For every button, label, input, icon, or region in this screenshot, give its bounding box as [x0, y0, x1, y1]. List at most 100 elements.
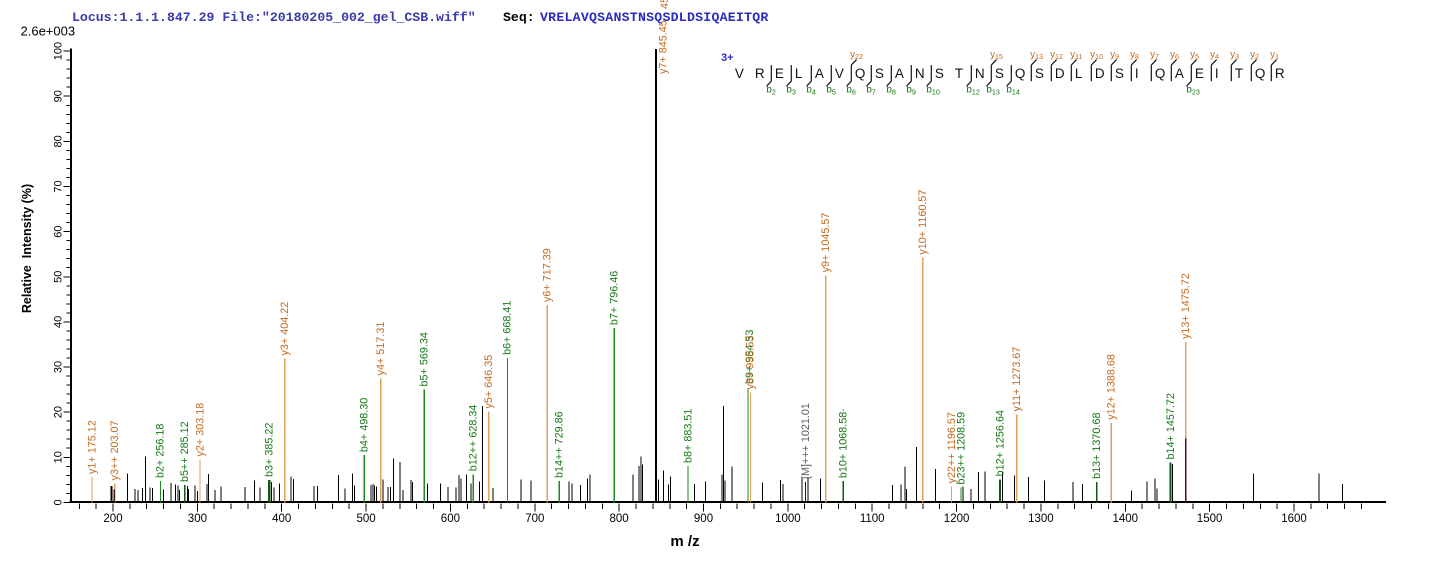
svg-text:y11: y11 [1070, 49, 1082, 61]
svg-text:1300: 1300 [1028, 513, 1054, 525]
svg-text:b23++ 1208.59: b23++ 1208.59 [955, 412, 967, 485]
svg-text:1100: 1100 [860, 513, 885, 525]
svg-text:y3+ 404.22: y3+ 404.22 [279, 302, 291, 356]
svg-text:y7+ 845.45: y7+ 845.45 [658, 20, 670, 74]
svg-text:A: A [1175, 66, 1184, 81]
svg-text:Seq:: Seq: [503, 10, 535, 25]
svg-text:R: R [1275, 66, 1285, 81]
svg-text:y4: y4 [1210, 49, 1219, 61]
svg-text:b5++ 285.12: b5++ 285.12 [179, 421, 191, 482]
svg-text:1200: 1200 [944, 513, 970, 525]
svg-text:y11+ 1273.67: y11+ 1273.67 [1011, 347, 1023, 412]
svg-text:y8+ 958.53: y8+ 958.53 [745, 336, 757, 390]
svg-text:b5: b5 [826, 85, 835, 97]
svg-text:90: 90 [53, 90, 65, 102]
svg-text:V: V [735, 66, 744, 81]
svg-text:b2+ 256.18: b2+ 256.18 [155, 424, 167, 478]
svg-text:S: S [875, 66, 884, 81]
svg-text:S: S [1035, 66, 1044, 81]
svg-text:Locus:1.1.1.847.29 File:"20180: Locus:1.1.1.847.29 File:"20180205_002_ge… [72, 10, 476, 25]
svg-text:b3: b3 [786, 85, 795, 97]
svg-text:S: S [995, 66, 1004, 81]
svg-text:1000: 1000 [775, 513, 801, 525]
svg-text:I: I [1135, 66, 1139, 81]
svg-text:T: T [955, 66, 963, 81]
svg-text:Q: Q [1255, 66, 1266, 81]
svg-text:Q: Q [1015, 66, 1026, 81]
svg-text:Q: Q [1155, 66, 1166, 81]
svg-text:A: A [815, 66, 824, 81]
svg-text:b12+ 1256.64: b12+ 1256.64 [995, 410, 1007, 476]
svg-text:1600: 1600 [1281, 513, 1307, 525]
svg-text:600: 600 [441, 513, 460, 525]
svg-text:200: 200 [103, 513, 122, 525]
svg-text:b3+ 385.22: b3+ 385.22 [264, 423, 276, 477]
svg-text:[M]+++ 1021.01: [M]+++ 1021.01 [800, 403, 812, 479]
svg-text:400: 400 [272, 513, 291, 525]
svg-text:y8: y8 [1130, 49, 1139, 61]
svg-text:2.6e+003: 2.6e+003 [21, 24, 76, 39]
svg-text:700: 700 [525, 513, 544, 525]
svg-text:y12+ 1388.68: y12+ 1388.68 [1105, 354, 1117, 420]
svg-text:b6+ 668.41: b6+ 668.41 [502, 301, 514, 355]
svg-text:y2: y2 [1250, 49, 1259, 61]
svg-text:R: R [755, 66, 765, 81]
svg-text:b9: b9 [906, 85, 915, 97]
svg-text:40: 40 [53, 316, 65, 328]
svg-text:I: I [1215, 66, 1219, 81]
svg-text:1400: 1400 [1113, 513, 1139, 525]
svg-text:y10: y10 [1090, 49, 1103, 61]
svg-text:y3: y3 [1230, 49, 1239, 61]
svg-text:b7: b7 [866, 85, 875, 97]
svg-text:50: 50 [53, 271, 65, 283]
svg-text:100: 100 [53, 42, 65, 60]
svg-text:V: V [835, 66, 844, 81]
svg-text:D: D [1095, 66, 1105, 81]
svg-text:y6: y6 [1170, 49, 1179, 61]
svg-text:y2+ 303.18: y2+ 303.18 [194, 403, 206, 457]
svg-text:800: 800 [610, 513, 629, 525]
svg-text:b8: b8 [886, 85, 895, 97]
svg-text:b7+ 796.46: b7+ 796.46 [609, 271, 621, 325]
svg-text:45: 45 [659, 0, 671, 9]
svg-text:E: E [775, 66, 784, 81]
svg-text:L: L [795, 66, 803, 81]
svg-text:b10+ 1068.58·: b10+ 1068.58· [837, 408, 849, 478]
svg-text:300: 300 [188, 513, 207, 525]
svg-text:70: 70 [53, 180, 65, 192]
svg-text:L: L [1075, 66, 1083, 81]
svg-text:N: N [975, 66, 985, 81]
svg-text:b12: b12 [966, 85, 979, 97]
svg-text:30: 30 [53, 361, 65, 373]
svg-text:b12++ 628.34: b12++ 628.34 [468, 405, 480, 472]
svg-text:b14+ 1457.72: b14+ 1457.72 [1165, 393, 1177, 459]
svg-text:500: 500 [357, 513, 376, 525]
svg-text:y10+ 1160.57: y10+ 1160.57 [917, 190, 929, 255]
svg-text:S: S [935, 66, 944, 81]
svg-text:y1: y1 [1270, 49, 1279, 61]
svg-text:y22++ 1196.57: y22++ 1196.57 [946, 412, 958, 483]
svg-text:900: 900 [694, 513, 713, 525]
svg-text:y9+ 1045.57: y9+ 1045.57 [820, 213, 832, 273]
svg-text:y6+ 717.39: y6+ 717.39 [542, 248, 554, 302]
svg-text:b14: b14 [1006, 85, 1019, 97]
svg-text:b23: b23 [1186, 85, 1199, 97]
svg-text:b10: b10 [926, 85, 939, 97]
svg-text:1500: 1500 [1197, 513, 1223, 525]
svg-text:b14++ 729.86: b14++ 729.86 [554, 411, 566, 478]
svg-text:y9: y9 [1110, 49, 1119, 61]
svg-text:b5+ 569.34: b5+ 569.34 [419, 332, 431, 386]
svg-text:Relative Intensity (%): Relative Intensity (%) [20, 184, 34, 313]
svg-text:b2: b2 [766, 85, 775, 97]
svg-text:b8+ 883.51: b8+ 883.51 [682, 409, 694, 463]
svg-text:b4+ 498.30: b4+ 498.30 [359, 398, 371, 452]
svg-text:b4: b4 [806, 85, 815, 97]
svg-text:y5: y5 [1190, 49, 1199, 61]
svg-text:y12: y12 [1050, 49, 1063, 61]
svg-text:y4+ 517.31: y4+ 517.31 [375, 322, 387, 376]
svg-text:b6: b6 [846, 85, 855, 97]
svg-text:Q: Q [855, 66, 866, 81]
svg-text:y22: y22 [850, 49, 863, 61]
svg-text:VRELAVQSANSTNSQSDLDSIQAEITQR: VRELAVQSANSTNSQSDLDSIQAEITQR [540, 10, 769, 25]
svg-text:0: 0 [53, 499, 65, 505]
